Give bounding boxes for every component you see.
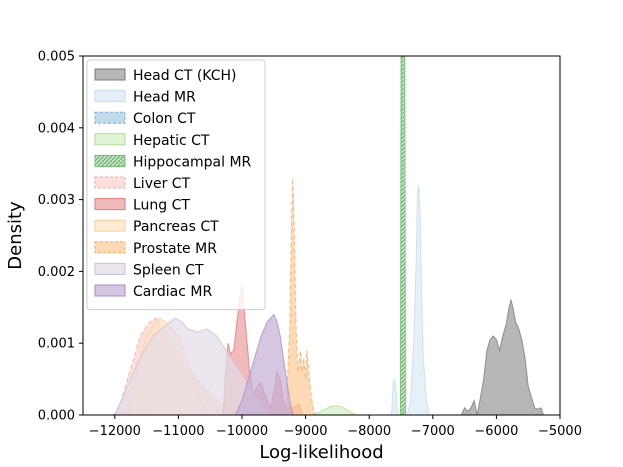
legend-swatch-hepatic-ct [94, 133, 126, 146]
legend-label-head-mr: Head MR [133, 90, 196, 106]
legend-label-head-ct-kch: Head CT (KCH) [133, 68, 236, 84]
y-axis-ticks: 0.000 0.001 0.002 0.003 0.004 0.005 [38, 50, 83, 424]
legend-label-colon-ct: Colon CT [133, 111, 196, 127]
legend-label-prostate-mr: Prostate MR [133, 241, 217, 257]
x-tick-label: −10000 [216, 424, 268, 439]
series-area-prostate-mr [282, 178, 316, 416]
x-tick-label: −5000 [538, 424, 582, 439]
x-tick-label: −8000 [347, 424, 391, 439]
series-area-hippocampal-mr [399, 55, 407, 416]
legend-swatch-prostate-mr [94, 241, 126, 254]
legend-label-liver-ct: Liver CT [133, 176, 191, 192]
y-tick-label: 0.003 [38, 193, 75, 208]
legend: Head CT (KCH) Head MR Colon CT Hepatic CT Hi… [86, 59, 266, 311]
legend-label-hippocampal-mr: Hippocampal MR [133, 154, 252, 170]
legend-swatch-liver-ct [94, 176, 126, 189]
x-axis-label: Log-likelihood [259, 442, 383, 463]
series-area-head-mr [390, 185, 431, 416]
y-tick-label: 0.002 [38, 265, 75, 280]
legend-swatch-cardiac-mr [94, 284, 126, 297]
series-layer [111, 55, 545, 416]
series-area-cardiac-mr [234, 313, 294, 416]
x-tick-label: −12000 [89, 424, 141, 439]
legend-label-cardiac-mr: Cardiac MR [133, 284, 212, 300]
legend-swatch-spleen-ct [94, 262, 126, 275]
series-area-hepatic-ct [311, 405, 357, 416]
legend-swatch-colon-ct [94, 111, 126, 124]
y-axis-label: Density [5, 201, 26, 270]
x-axis-ticks: −12000 −11000 −10000 −9000 −8000 −7000 −6000 −5… [89, 415, 582, 439]
legend-swatch-pancreas-ct [94, 219, 126, 232]
legend-swatch-hippocampal-mr [94, 154, 126, 167]
x-tick-label: −6000 [474, 424, 518, 439]
legend-label-lung-ct: Lung CT [133, 198, 190, 214]
x-tick-label: −7000 [411, 424, 455, 439]
legend-swatch-lung-ct [94, 198, 126, 211]
legend-label-pancreas-ct: Pancreas CT [133, 219, 219, 235]
y-tick-label: 0.001 [38, 337, 75, 352]
x-tick-label: −9000 [284, 424, 328, 439]
y-tick-label: 0.005 [38, 50, 75, 65]
legend-swatch-head-ct-kch [94, 68, 126, 81]
legend-box [86, 59, 266, 311]
y-tick-label: 0.004 [38, 121, 75, 136]
legend-swatch-head-mr [94, 90, 126, 103]
series-area-head-ct-kch [460, 298, 545, 416]
plot-frame [82, 55, 561, 416]
x-tick-label: −11000 [152, 424, 204, 439]
legend-label-spleen-ct: Spleen CT [133, 262, 204, 278]
legend-label-hepatic-ct: Hepatic CT [133, 133, 210, 149]
y-tick-label: 0.000 [38, 409, 75, 424]
